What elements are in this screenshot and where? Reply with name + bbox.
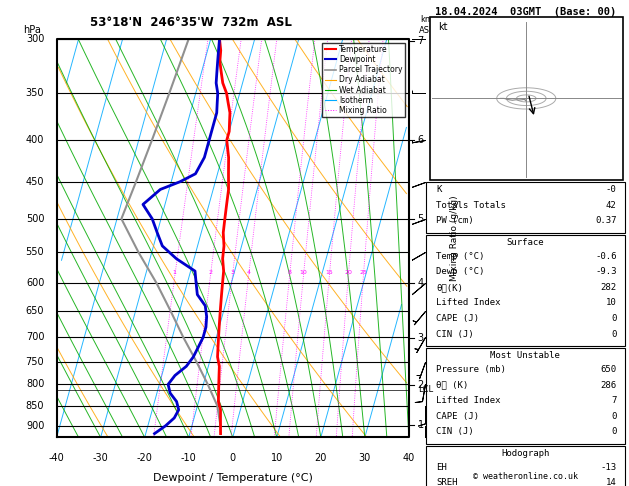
Text: Dewp (°C): Dewp (°C) <box>436 267 484 277</box>
Text: 650: 650 <box>601 365 616 374</box>
Text: Lifted Index: Lifted Index <box>436 396 501 405</box>
Text: Dewpoint / Temperature (°C): Dewpoint / Temperature (°C) <box>153 473 313 483</box>
Text: 700: 700 <box>26 332 44 342</box>
Text: EH: EH <box>436 463 447 472</box>
Text: Totals Totals: Totals Totals <box>436 201 506 210</box>
Text: 8: 8 <box>287 270 291 275</box>
Text: 10: 10 <box>299 270 307 275</box>
Text: Mixing Ratio (g/kg): Mixing Ratio (g/kg) <box>450 195 459 281</box>
Text: kt: kt <box>438 22 448 32</box>
Bar <box>430 17 623 180</box>
Text: 15: 15 <box>325 270 333 275</box>
Text: 6: 6 <box>418 135 424 145</box>
Text: 53°18'N  246°35'W  732m  ASL: 53°18'N 246°35'W 732m ASL <box>89 16 291 29</box>
Text: 7: 7 <box>418 36 424 46</box>
Bar <box>426 348 625 444</box>
Bar <box>426 182 625 233</box>
Text: 300: 300 <box>26 34 44 44</box>
Text: 600: 600 <box>26 278 44 288</box>
Text: 500: 500 <box>26 214 44 224</box>
Text: 25: 25 <box>359 270 367 275</box>
Text: -10: -10 <box>181 453 197 463</box>
Text: 42: 42 <box>606 201 616 210</box>
Text: 0.37: 0.37 <box>595 216 616 226</box>
Text: 4: 4 <box>247 270 250 275</box>
Text: θᴄ (K): θᴄ (K) <box>436 381 468 390</box>
Text: 1: 1 <box>173 270 177 275</box>
Text: -20: -20 <box>136 453 153 463</box>
Text: CIN (J): CIN (J) <box>436 427 474 436</box>
Text: 18.04.2024  03GMT  (Base: 00): 18.04.2024 03GMT (Base: 00) <box>435 7 616 17</box>
Text: -30: -30 <box>92 453 109 463</box>
Text: Most Unstable: Most Unstable <box>490 351 560 361</box>
Text: 40: 40 <box>403 453 415 463</box>
Text: 2: 2 <box>208 270 212 275</box>
Text: CIN (J): CIN (J) <box>436 330 474 339</box>
Text: SREH: SREH <box>436 478 457 486</box>
Text: 7: 7 <box>611 396 616 405</box>
Text: 350: 350 <box>26 88 44 98</box>
Text: CAPE (J): CAPE (J) <box>436 412 479 421</box>
Text: K: K <box>436 185 442 194</box>
Text: θᴄ(K): θᴄ(K) <box>436 283 463 292</box>
Text: -40: -40 <box>48 453 65 463</box>
Text: -0: -0 <box>606 185 616 194</box>
Text: 650: 650 <box>26 306 44 316</box>
Text: Surface: Surface <box>506 238 544 247</box>
Text: 0: 0 <box>611 412 616 421</box>
Text: 10: 10 <box>606 298 616 308</box>
Text: Lifted Index: Lifted Index <box>436 298 501 308</box>
Text: 0: 0 <box>611 427 616 436</box>
Text: 20: 20 <box>314 453 327 463</box>
Text: 0: 0 <box>611 330 616 339</box>
Text: 4: 4 <box>418 278 424 288</box>
Text: hPa: hPa <box>23 25 41 35</box>
Bar <box>426 235 625 346</box>
Text: 30: 30 <box>359 453 371 463</box>
Text: -13: -13 <box>601 463 616 472</box>
Legend: Temperature, Dewpoint, Parcel Trajectory, Dry Adiabat, Wet Adiabat, Isotherm, Mi: Temperature, Dewpoint, Parcel Trajectory… <box>323 43 405 117</box>
Text: CAPE (J): CAPE (J) <box>436 314 479 323</box>
Text: Pressure (mb): Pressure (mb) <box>436 365 506 374</box>
Bar <box>426 446 625 486</box>
Text: 3: 3 <box>418 333 424 343</box>
Text: Hodograph: Hodograph <box>501 449 549 458</box>
Text: -9.3: -9.3 <box>595 267 616 277</box>
Text: 400: 400 <box>26 135 44 145</box>
Text: LCL: LCL <box>418 385 433 394</box>
Text: 5: 5 <box>418 214 424 224</box>
Text: Temp (°C): Temp (°C) <box>436 252 484 261</box>
Text: km
ASL: km ASL <box>419 16 434 35</box>
Text: 2: 2 <box>418 380 424 390</box>
Text: 286: 286 <box>601 381 616 390</box>
Text: -0.6: -0.6 <box>595 252 616 261</box>
Text: PW (cm): PW (cm) <box>436 216 474 226</box>
Text: 800: 800 <box>26 380 44 389</box>
Text: 750: 750 <box>26 357 44 366</box>
Text: 3: 3 <box>230 270 234 275</box>
Text: 0: 0 <box>611 314 616 323</box>
Text: 1: 1 <box>418 420 424 430</box>
Text: 450: 450 <box>26 177 44 187</box>
Text: 282: 282 <box>601 283 616 292</box>
Text: 850: 850 <box>26 401 44 411</box>
Text: 550: 550 <box>26 247 44 258</box>
Text: 14: 14 <box>606 478 616 486</box>
Text: 20: 20 <box>344 270 352 275</box>
Text: 0: 0 <box>230 453 236 463</box>
Text: © weatheronline.co.uk: © weatheronline.co.uk <box>473 472 577 481</box>
Text: 10: 10 <box>270 453 283 463</box>
Text: 900: 900 <box>26 421 44 431</box>
